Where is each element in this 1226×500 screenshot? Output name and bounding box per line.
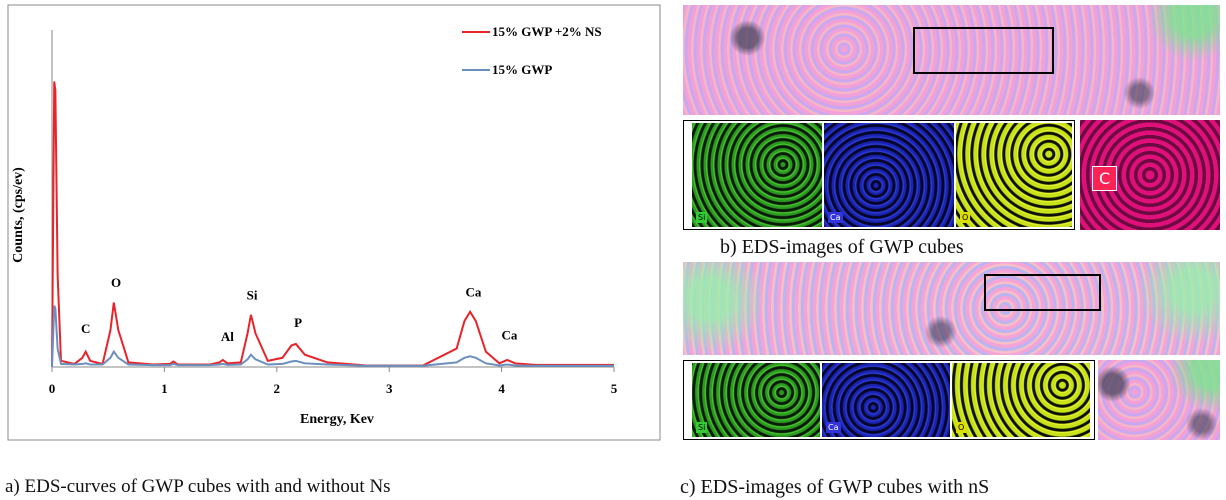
caption: c) EDS-images of GWP cubes with nS [680, 476, 990, 498]
peak-label: Si [247, 287, 258, 302]
map-ca: Ca [824, 123, 954, 227]
caption: b) EDS-images of GWP cubes [720, 236, 964, 258]
map-label: Si [696, 422, 708, 433]
peak-label: Ca [466, 284, 482, 299]
x-tick-label: 1 [161, 381, 168, 396]
peak-label: Al [221, 329, 234, 344]
eds-image [683, 5, 1220, 115]
selection-box [913, 27, 1054, 74]
map-label: Si [696, 212, 708, 223]
x-tick-label: 4 [498, 381, 505, 396]
legend-label: 15% GWP +2% NS [492, 24, 602, 39]
map-si: Si [692, 363, 820, 437]
peak-label: Ca [502, 327, 518, 342]
map-c: C [1080, 120, 1220, 230]
map-label: O [960, 212, 971, 223]
series-line [51, 305, 614, 368]
x-tick-label: 2 [274, 381, 281, 396]
chart: Counts, (cps/ev) Energy, Kev 0 1 2 3 4 5 15% G… [7, 4, 661, 441]
caption: a) EDS-curves of GWP cubes with and with… [5, 476, 391, 497]
map-label: O [956, 422, 967, 433]
x-tick-label: 5 [611, 381, 618, 396]
x-axis-title: Energy, Kev [300, 412, 374, 427]
peak-label: P [294, 315, 302, 330]
x-tick-label: 0 [49, 381, 56, 396]
peak-label: C [81, 321, 90, 336]
eds-image [683, 262, 1220, 355]
y-axis-title: Counts, (cps/ev) [11, 167, 26, 263]
eds-image [1098, 360, 1220, 440]
series-line [51, 81, 614, 368]
map-label: Ca [826, 422, 841, 433]
x-tick-label: 3 [386, 381, 393, 396]
legend-label: 15% GWP [492, 62, 552, 77]
peak-label: O [111, 275, 121, 290]
map-row: Si Ca O [683, 360, 1095, 440]
map-row: Si Ca O [683, 120, 1075, 230]
map-label: Ca [828, 212, 843, 223]
selection-box [984, 274, 1101, 311]
chart-frame [7, 4, 661, 441]
map-label: C [1092, 166, 1118, 191]
map-ca: Ca [822, 363, 950, 437]
map-o: O [952, 363, 1090, 437]
map-si: Si [692, 123, 822, 227]
map-o: O [956, 123, 1072, 227]
